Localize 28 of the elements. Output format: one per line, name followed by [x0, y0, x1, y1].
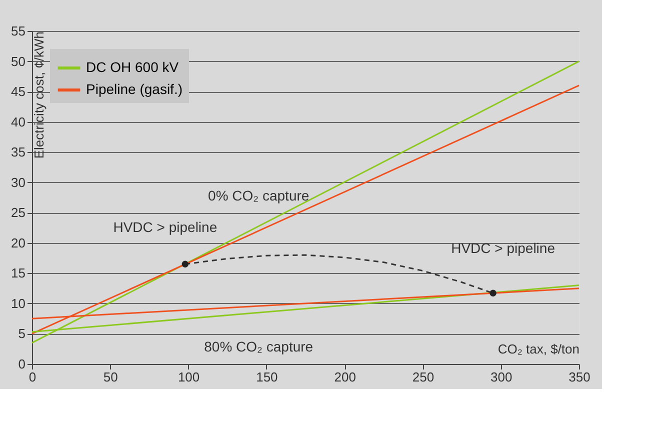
x-tick-label: 0: [28, 370, 36, 384]
x-tick-label: 50: [103, 370, 118, 384]
x-tick-label: 150: [256, 370, 278, 384]
y-tick-label: 45: [11, 84, 26, 100]
x-axis-title: CO₂ tax, $/ton: [498, 342, 580, 356]
y-tick-label: 30: [11, 174, 26, 190]
y-tick-label: 0: [18, 356, 26, 372]
x-tick-label: 200: [334, 370, 356, 384]
y-tick-label: 50: [11, 54, 26, 69]
y-tick-label: 25: [11, 205, 26, 220]
annotation: HVDC > pipeline: [113, 219, 218, 236]
x-tick-label: 300: [490, 370, 512, 384]
legend-label: Pipeline (gasif.): [86, 81, 182, 97]
legend-label: DC OH 600 kV: [86, 59, 180, 75]
x-tick-label: 100: [178, 370, 200, 384]
y-tick-label: 55: [11, 24, 26, 38]
y-axis-title: Electricity cost, ¢/kWh: [32, 32, 46, 159]
x-tick-label: 250: [412, 370, 434, 384]
x-tick-label: 350: [568, 370, 590, 384]
y-tick-label: 5: [18, 326, 26, 342]
y-tick-label: 20: [11, 235, 26, 250]
y-tick-label: 40: [11, 114, 26, 130]
y-tick-label: 15: [11, 266, 26, 281]
y-tick-label: 10: [11, 296, 26, 311]
y-tick-label: 35: [11, 144, 26, 160]
annotation: 80% CO₂ capture: [204, 338, 314, 355]
annotation: HVDC > pipeline: [451, 240, 556, 256]
annotation: 0% CO₂ capture: [208, 187, 310, 204]
